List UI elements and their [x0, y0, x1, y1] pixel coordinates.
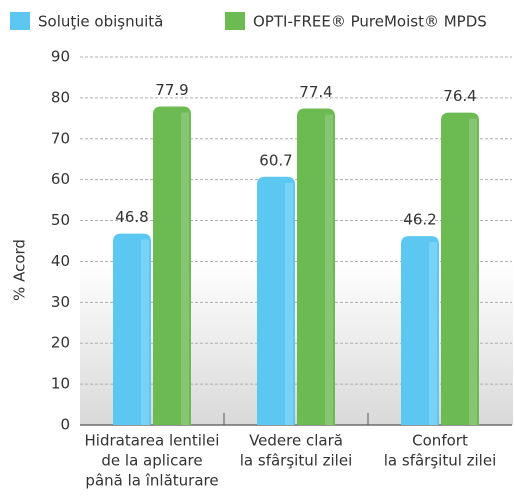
y-tick-label: 70 — [51, 129, 70, 147]
y-tick-label: 30 — [51, 293, 70, 311]
value-label: 77.4 — [299, 83, 332, 101]
y-tick-label: 90 — [51, 48, 70, 66]
bar-shine — [141, 239, 149, 425]
y-tick-label: 60 — [51, 170, 70, 188]
value-label: 76.4 — [443, 87, 476, 105]
bar — [153, 106, 191, 425]
bar — [441, 112, 479, 425]
value-label: 46.2 — [403, 211, 436, 229]
legend-swatch — [10, 12, 30, 30]
bar — [297, 108, 335, 426]
value-label: 46.8 — [115, 208, 148, 226]
value-label: 77.9 — [155, 81, 188, 99]
bar — [401, 236, 439, 425]
legend-swatch — [225, 12, 245, 30]
x-tick-label: la sfârşitul zilei — [384, 452, 497, 470]
y-tick-label: 50 — [51, 211, 70, 229]
y-tick-label: 10 — [51, 375, 70, 393]
x-tick-label: de la aplicare — [101, 452, 202, 470]
bar-shine — [429, 242, 437, 425]
bar-shine — [181, 112, 189, 425]
bar-shine — [325, 114, 333, 426]
y-tick-label: 40 — [51, 252, 70, 270]
y-tick-label: 20 — [51, 334, 70, 352]
x-tick-label: Confort — [412, 432, 468, 450]
legend-label: Soluţie obişnuită — [38, 13, 163, 31]
x-tick-label: până la înlăturare — [85, 472, 218, 490]
bar — [257, 176, 295, 425]
y-tick-label: 80 — [51, 88, 70, 106]
value-label: 60.7 — [259, 151, 292, 169]
x-tick-label: la sfârşitul zilei — [240, 452, 353, 470]
y-tick-label: 0 — [60, 416, 70, 434]
y-axis-label: % Acord — [11, 239, 29, 301]
x-tick-label: Vedere clară — [249, 432, 343, 450]
bar-shine — [285, 182, 293, 425]
bar — [113, 233, 151, 425]
legend-label: OPTI-FREE® PureMoist® MPDS — [253, 13, 487, 31]
x-tick-label: Hidratarea lentilei — [85, 432, 220, 450]
bar-shine — [469, 118, 477, 425]
